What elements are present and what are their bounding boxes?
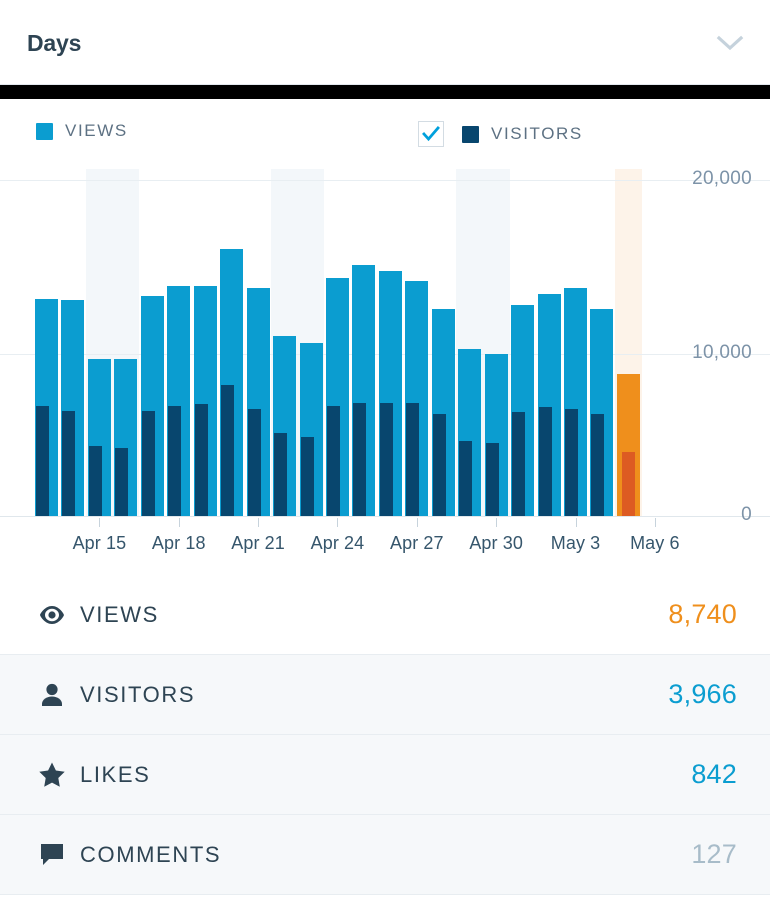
x-axis-line [0,516,770,517]
x-axis-tick [496,518,498,527]
x-axis-label: Apr 15 [72,533,127,553]
star-icon [38,762,66,787]
stats-list: VIEWS 8,740 VISITORS 3,966 LIKES 842 COMMENTS 1… [0,575,770,895]
stat-label: VIEWS [80,601,159,627]
bar-visitors[interactable] [621,451,635,516]
x-axis-tick [416,518,418,527]
bar-visitors[interactable] [141,410,155,516]
stat-row[interactable]: VISITORS 3,966 [0,655,770,735]
divider-bar [0,85,770,99]
bar-visitors[interactable] [353,402,367,516]
x-axis-label: Apr 21 [231,533,285,553]
chart-legend: VIEWS VISITORS [0,99,770,161]
panel-header: Days [0,1,770,85]
bar-visitors[interactable] [36,405,49,516]
bar-visitors[interactable] [565,409,578,516]
x-axis-label: Apr 30 [469,533,523,553]
visitors-checkbox[interactable] [418,121,444,147]
legend-item-visitors[interactable]: VISITORS [418,121,583,147]
bar-visitors[interactable] [62,410,76,516]
eye-icon [38,605,66,625]
x-axis-label: May 3 [550,533,601,553]
chart-container[interactable]: 0 10,000 20,000 Apr 15 Apr 18 Apr 21 Apr 24 Apr… [0,161,770,575]
visitors-swatch-icon [462,125,479,143]
x-axis-label: May 6 [630,533,680,553]
bar-visitors[interactable] [459,441,473,516]
bar-visitors[interactable] [512,412,526,516]
bar-visitors[interactable] [247,409,261,516]
bar-visitors[interactable] [168,405,182,516]
bar-chart-plot: 0 10,000 20,000 Apr 15 Apr 18 Apr 21 Apr 24 Apr… [0,161,770,575]
stat-value: 842 [691,759,737,789]
stat-label: VISITORS [80,681,196,707]
bar-visitors[interactable] [538,407,552,516]
stat-value: 8,740 [668,599,737,629]
bar-visitors[interactable] [326,405,340,516]
y-axis-label: 10,000 [692,342,752,363]
bar-visitors[interactable] [88,446,102,516]
legend-label-visitors: VISITORS [491,124,583,143]
stat-label: LIKES [80,761,151,787]
x-axis-label: Apr 27 [389,533,444,553]
x-axis-tick [178,518,180,527]
stat-row[interactable]: VIEWS 8,740 [0,575,770,655]
x-axis-tick [99,518,101,527]
x-axis-tick [337,518,339,527]
bar-visitors[interactable] [406,402,420,516]
bar-visitors[interactable] [591,413,605,516]
y-axis-label: 0 [741,504,752,525]
bar-visitors[interactable] [379,402,393,516]
stat-value: 127 [691,839,737,869]
stat-row[interactable]: COMMENTS 127 [0,815,770,895]
x-axis-label: Apr 18 [151,533,206,553]
x-axis-tick [654,518,656,527]
bar-visitors[interactable] [115,447,129,516]
bar-visitors[interactable] [485,443,499,516]
x-axis-tick [575,518,577,527]
x-axis-tick [258,518,260,527]
bar-visitors[interactable] [300,436,314,516]
comment-icon [38,843,66,867]
page-title: Days [27,30,82,56]
legend-label-views: VIEWS [65,121,128,140]
bar-visitors[interactable] [432,413,446,516]
views-swatch-icon [36,122,53,140]
stat-row[interactable]: LIKES 842 [0,735,770,815]
bar-visitors[interactable] [274,433,288,516]
bar-visitors[interactable] [221,384,235,516]
bar-visitors[interactable] [194,404,208,516]
y-axis-label: 20,000 [692,168,752,189]
person-icon [38,683,66,707]
legend-item-views[interactable]: VIEWS [36,121,128,141]
stat-value: 3,966 [668,679,737,709]
x-axis-label: Apr 24 [310,533,365,553]
gridline-20000 [0,180,770,181]
stat-label: COMMENTS [80,841,222,867]
chevron-down-icon[interactable] [712,27,748,59]
